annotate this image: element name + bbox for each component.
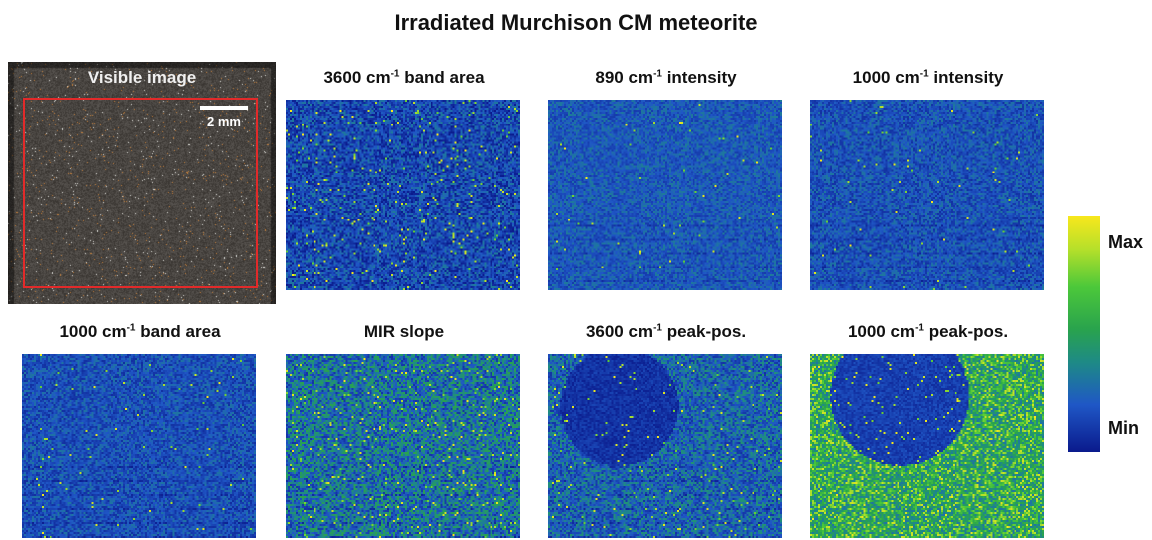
- panel-label-1000-band-area: 1000 cm-1 band area: [59, 322, 221, 341]
- panel-label-3600-band-area: 3600 cm-1 band area: [323, 68, 485, 87]
- figure-title: Irradiated Murchison CM meteorite: [394, 10, 758, 35]
- map-1000-band-area: [22, 354, 256, 538]
- visible-image-panel: Visible image 2 mm: [8, 62, 276, 304]
- panel-label-3600-peak-pos: 3600 cm-1 peak-pos.: [585, 322, 747, 341]
- panel-label-890-intensity: 890 cm-1 intensity: [595, 68, 737, 87]
- colorbar: [1068, 216, 1100, 452]
- panel-label-1000-intensity: 1000 cm-1 intensity: [852, 68, 1004, 87]
- visible-image-label: Visible image: [87, 68, 197, 87]
- panel-label-1000-peak-pos: 1000 cm-1 peak-pos.: [847, 322, 1009, 341]
- scale-bar: [200, 106, 248, 110]
- map-1000-peak-pos: [810, 354, 1044, 538]
- map-mir-slope: [286, 354, 520, 538]
- map-890-intensity: [548, 100, 782, 290]
- visible-meteorite-photo: [8, 62, 276, 304]
- region-of-interest-box: [23, 98, 258, 288]
- panel-label-mir-slope: MIR slope: [363, 322, 445, 341]
- colorbar-max-label: Max: [1108, 232, 1144, 252]
- scale-bar-label: 2 mm: [207, 114, 241, 129]
- map-3600-band-area: [286, 100, 520, 290]
- colorbar-min-label: Min: [1108, 418, 1139, 438]
- map-3600-peak-pos: [548, 354, 782, 538]
- map-1000-intensity: [810, 100, 1044, 290]
